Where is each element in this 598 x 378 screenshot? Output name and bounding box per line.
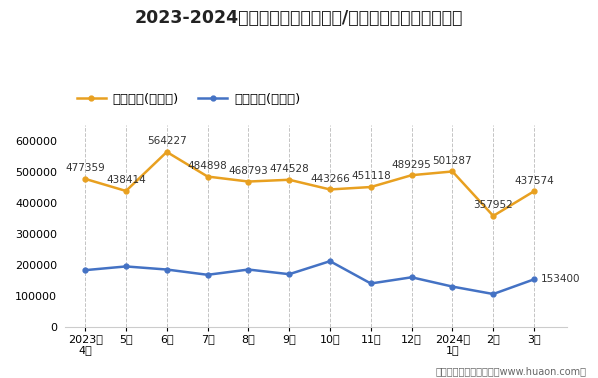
进口总额(万美元) [123, 264, 130, 269]
Text: 474528: 474528 [269, 164, 309, 174]
Text: 437574: 437574 [514, 176, 554, 186]
进口总额(万美元) [286, 272, 293, 276]
出口总额(万美元) [81, 177, 89, 181]
Line: 出口总额(万美元): 出口总额(万美元) [83, 150, 536, 218]
进口总额(万美元) [449, 284, 456, 289]
Text: 477359: 477359 [65, 163, 105, 174]
Legend: 出口总额(万美元), 进口总额(万美元): 出口总额(万美元), 进口总额(万美元) [71, 88, 306, 111]
Text: 451118: 451118 [351, 172, 390, 181]
Text: 564227: 564227 [147, 136, 187, 146]
出口总额(万美元) [530, 189, 538, 194]
进口总额(万美元) [245, 267, 252, 272]
进口总额(万美元) [327, 259, 334, 263]
Text: 制图：华经产业研究院（www.huaon.com）: 制图：华经产业研究院（www.huaon.com） [435, 366, 586, 376]
出口总额(万美元) [408, 173, 415, 177]
出口总额(万美元) [367, 185, 374, 189]
出口总额(万美元) [245, 179, 252, 184]
出口总额(万美元) [286, 178, 293, 182]
进口总额(万美元) [408, 275, 415, 280]
出口总额(万美元) [449, 169, 456, 174]
进口总额(万美元) [204, 273, 211, 277]
进口总额(万美元) [490, 292, 497, 296]
进口总额(万美元) [81, 268, 89, 273]
Line: 进口总额(万美元): 进口总额(万美元) [83, 259, 536, 296]
出口总额(万美元) [163, 150, 170, 154]
进口总额(万美元) [163, 267, 170, 272]
Text: 357952: 357952 [474, 200, 513, 210]
进口总额(万美元) [367, 281, 374, 286]
出口总额(万美元) [123, 189, 130, 193]
Text: 443266: 443266 [310, 174, 350, 184]
出口总额(万美元) [490, 214, 497, 218]
Text: 501287: 501287 [432, 156, 472, 166]
Text: 438414: 438414 [106, 175, 146, 185]
Text: 468793: 468793 [228, 166, 269, 176]
出口总额(万美元) [327, 187, 334, 192]
进口总额(万美元) [530, 277, 538, 282]
Text: 489295: 489295 [392, 160, 432, 170]
Text: 2023-2024年杭州市（境内目的地/货源地）进、出口额统计: 2023-2024年杭州市（境内目的地/货源地）进、出口额统计 [135, 9, 463, 28]
出口总额(万美元) [204, 174, 211, 179]
Text: 153400: 153400 [541, 274, 581, 284]
Text: 484898: 484898 [188, 161, 227, 171]
